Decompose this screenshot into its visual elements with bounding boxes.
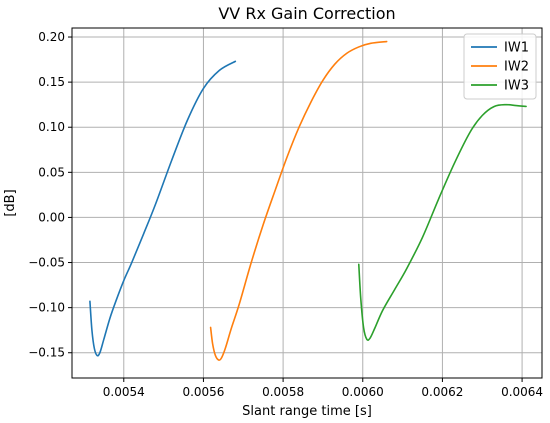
legend-label: IW3 bbox=[504, 79, 529, 94]
y-tick-label: 0.00 bbox=[38, 210, 65, 224]
x-tick-label: 0.0054 bbox=[103, 385, 145, 399]
y-axis-ticks: −0.15 −0.10 −0.05 0.00 0.05 0.10 0.15 0.20 bbox=[28, 30, 72, 360]
legend-label: IW2 bbox=[504, 60, 529, 75]
series-line-iw3 bbox=[357, 103, 527, 341]
x-tick-label: 0.0064 bbox=[501, 385, 543, 399]
x-tick-label: 0.0062 bbox=[421, 385, 463, 399]
y-tick-label: 0.05 bbox=[38, 165, 65, 179]
x-axis-label: Slant range time [s] bbox=[242, 404, 372, 419]
series-line-iw2 bbox=[209, 40, 388, 361]
x-tick-label: 0.0058 bbox=[262, 385, 304, 399]
y-tick-label: −0.05 bbox=[28, 256, 65, 270]
x-tick-label: 0.0056 bbox=[182, 385, 224, 399]
series-line-iw1 bbox=[89, 60, 237, 357]
x-axis-ticks: 0.0054 0.0056 0.0058 0.0060 0.0062 0.0064 bbox=[103, 378, 543, 399]
y-tick-label: 0.20 bbox=[38, 30, 65, 44]
x-tick-label: 0.0060 bbox=[342, 385, 384, 399]
y-tick-label: −0.15 bbox=[28, 346, 65, 360]
legend-box bbox=[463, 33, 537, 100]
plot-frame bbox=[71, 27, 543, 379]
y-tick-label: −0.10 bbox=[28, 301, 65, 315]
legend: IW1 IW2 IW3 bbox=[463, 33, 537, 100]
y-tick-label: 0.15 bbox=[38, 75, 65, 89]
y-tick-label: 0.10 bbox=[38, 120, 65, 134]
series-lines bbox=[89, 40, 527, 361]
legend-label: IW1 bbox=[504, 41, 529, 56]
y-axis-label: [dB] bbox=[3, 189, 18, 216]
chart-title: VV Rx Gain Correction bbox=[218, 4, 395, 23]
